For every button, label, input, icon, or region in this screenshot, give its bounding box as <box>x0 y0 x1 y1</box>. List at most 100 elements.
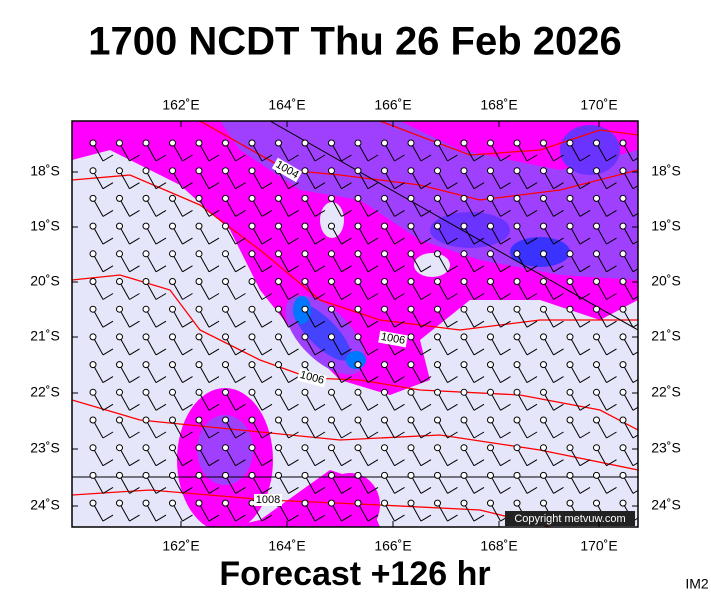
barb-flag <box>288 486 299 494</box>
barb-flag <box>341 154 352 162</box>
title: 1700 NCDT Thu 26 Feb 2026 <box>88 20 622 64</box>
barb-flag <box>261 348 273 356</box>
barb-flag <box>632 185 638 190</box>
barb-station <box>89 278 97 285</box>
barb-station <box>487 361 494 369</box>
barb-flag <box>420 182 432 190</box>
barb-flag <box>129 514 140 522</box>
barb-station <box>381 250 388 258</box>
barb-station <box>487 333 494 341</box>
barb-station <box>619 444 627 452</box>
barb-flag <box>367 514 379 522</box>
barb-flag <box>420 265 432 273</box>
barb-flag <box>182 293 193 300</box>
barb-flag <box>579 265 591 273</box>
barb-station <box>381 278 388 285</box>
barb-station <box>301 305 309 313</box>
barb-station <box>222 194 229 202</box>
barb-flag <box>606 320 617 328</box>
barb-flag <box>632 406 638 411</box>
barb-station <box>460 194 468 202</box>
barb-flag <box>155 154 167 162</box>
barb-station <box>248 278 256 285</box>
barb-station <box>434 416 441 424</box>
barb-station <box>487 194 494 202</box>
barb-station <box>248 305 256 313</box>
barb-flag <box>208 182 220 190</box>
barb-station <box>407 194 415 202</box>
barb-station <box>195 305 203 313</box>
barb-flag <box>526 209 538 217</box>
barb-flag <box>394 293 405 300</box>
barb-station <box>116 305 123 313</box>
barb-flag <box>553 209 564 217</box>
barb-station <box>222 388 229 396</box>
barb-station <box>381 499 388 507</box>
barb-station <box>116 499 123 507</box>
barb-station <box>487 139 494 147</box>
barb-flag <box>288 209 299 217</box>
barb-station <box>354 388 362 396</box>
barb-flag <box>526 459 538 467</box>
barb-station <box>142 278 150 285</box>
barb-station <box>434 167 441 175</box>
barb-station <box>169 333 176 341</box>
barb-station <box>116 167 123 175</box>
barb-flag <box>102 265 114 273</box>
barb-station <box>328 278 335 285</box>
barb-flag <box>447 209 458 217</box>
barb-flag <box>500 459 511 467</box>
barb-flag <box>606 182 617 190</box>
barb-station <box>381 194 388 202</box>
barb-station <box>513 139 521 147</box>
barb-flag <box>102 209 114 217</box>
barb-flag <box>288 182 299 190</box>
barb-station <box>566 499 574 507</box>
barb-flag <box>526 348 538 356</box>
barb-station <box>513 416 521 424</box>
barb-station <box>142 471 150 479</box>
barb-station <box>381 361 388 369</box>
barb-flag <box>447 514 458 522</box>
barb-flag <box>102 403 114 411</box>
barb-station <box>89 167 97 175</box>
barb-station <box>169 278 176 285</box>
barb-flag <box>553 265 564 273</box>
barb-station <box>619 222 627 230</box>
barb-station <box>487 499 494 507</box>
barb-flag <box>500 293 511 300</box>
barb-flag <box>208 348 220 356</box>
barb-station <box>195 194 203 202</box>
barb-station <box>222 416 229 424</box>
barb-flag <box>155 376 167 384</box>
lat-label: 22˚S <box>30 384 60 400</box>
barb-flag <box>155 403 167 411</box>
barb-flag <box>500 265 511 273</box>
barb-station <box>434 333 441 341</box>
barb-station <box>381 222 388 230</box>
isobar-label-box <box>296 368 328 388</box>
barb-flag <box>526 154 538 162</box>
barb-station <box>116 388 123 396</box>
barb-flag <box>606 293 617 300</box>
barb-flag <box>102 154 114 162</box>
lat-label: 19˚S <box>651 218 681 234</box>
barb-flag <box>235 154 246 162</box>
barb-station <box>540 222 547 230</box>
barb-station <box>116 222 123 230</box>
barb-station <box>619 471 627 479</box>
barb-flag <box>288 154 299 162</box>
barb-station <box>169 194 176 202</box>
lat-label: 20˚S <box>651 273 681 289</box>
barb-station <box>381 305 388 313</box>
barb-station <box>407 278 415 285</box>
barb-flag <box>155 265 167 273</box>
barb-flag <box>579 182 591 190</box>
barb-station <box>593 305 600 313</box>
barb-flag <box>553 403 564 411</box>
barb-station <box>89 194 97 202</box>
barb-flag <box>553 459 564 467</box>
barb-station <box>434 471 441 479</box>
barb-station <box>275 333 282 341</box>
barb-station <box>593 388 600 396</box>
